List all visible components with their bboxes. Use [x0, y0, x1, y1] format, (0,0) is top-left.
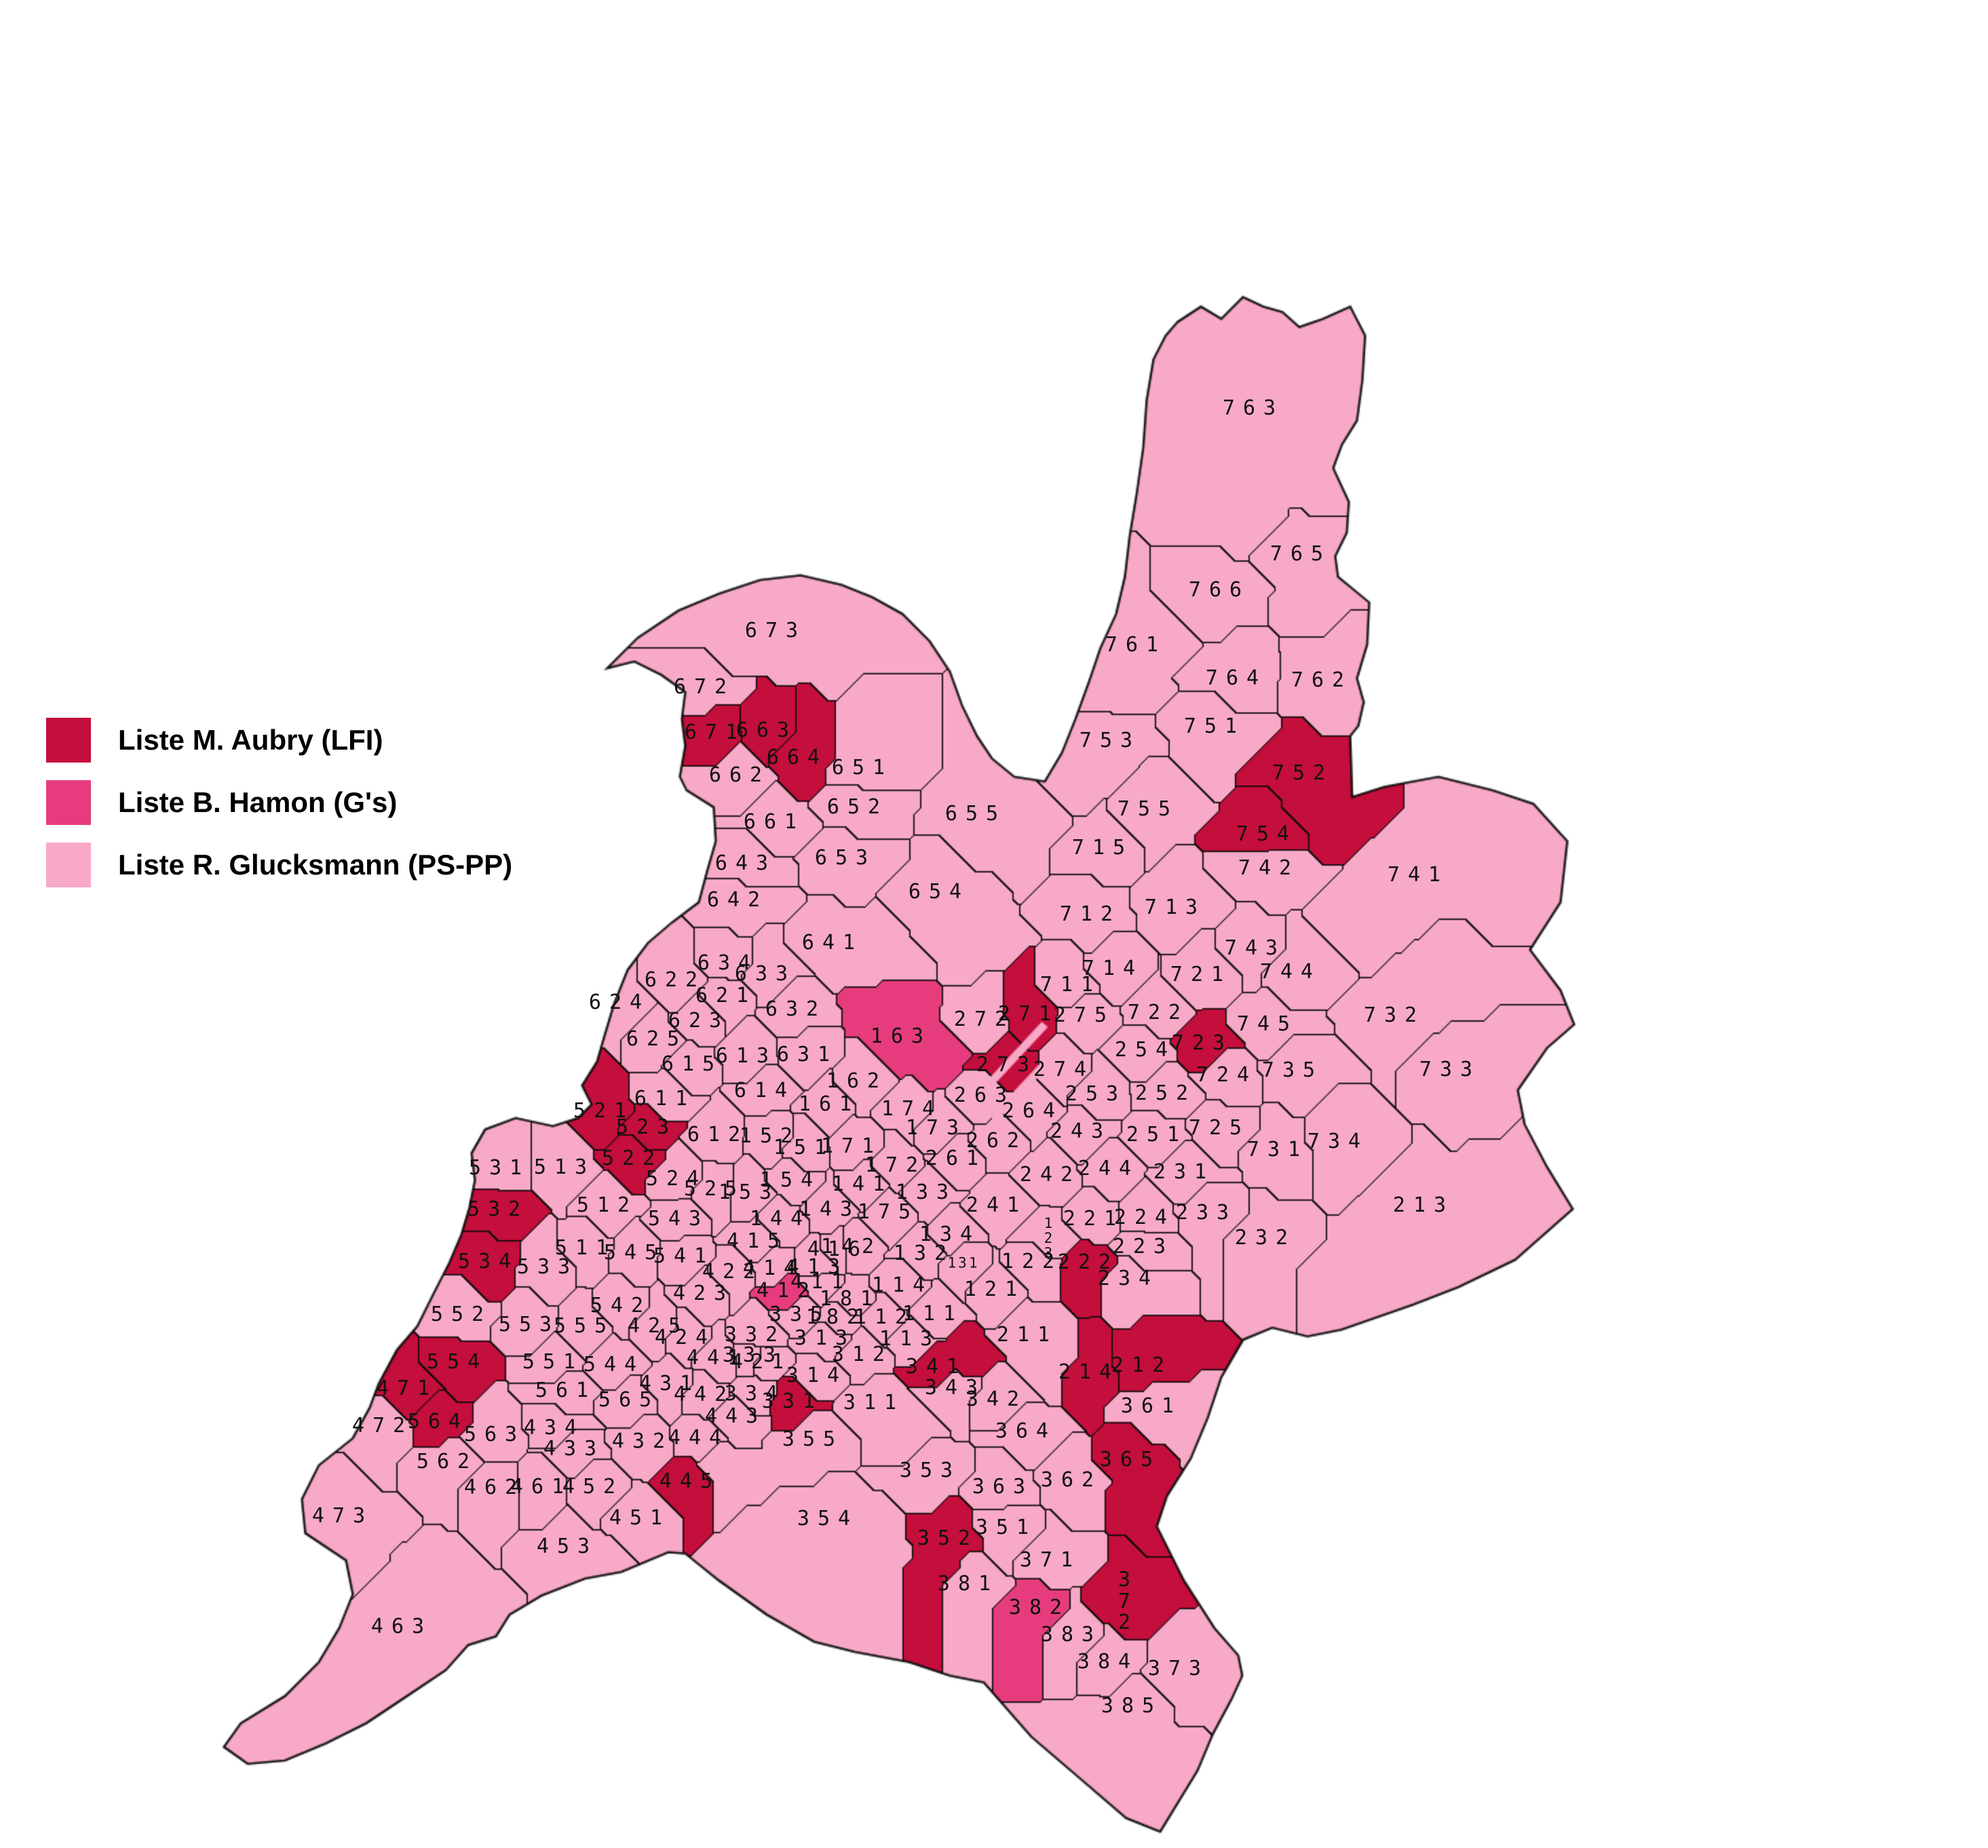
legend-swatch-hamon	[46, 780, 91, 825]
map-legend: Liste M. Aubry (LFI) Liste B. Hamon (G's…	[46, 718, 512, 887]
legend-swatch-aubry	[46, 718, 91, 763]
legend-item-aubry: Liste M. Aubry (LFI)	[46, 718, 512, 763]
legend-item-glucksmann: Liste R. Glucksmann (PS-PP)	[46, 843, 512, 887]
legend-swatch-glucksmann	[46, 843, 91, 887]
legend-label-glucksmann: Liste R. Glucksmann (PS-PP)	[118, 849, 513, 881]
legend-label-hamon: Liste B. Hamon (G's)	[118, 786, 398, 818]
legend-label-aubry: Liste M. Aubry (LFI)	[118, 724, 383, 756]
legend-item-hamon: Liste B. Hamon (G's)	[46, 780, 512, 825]
